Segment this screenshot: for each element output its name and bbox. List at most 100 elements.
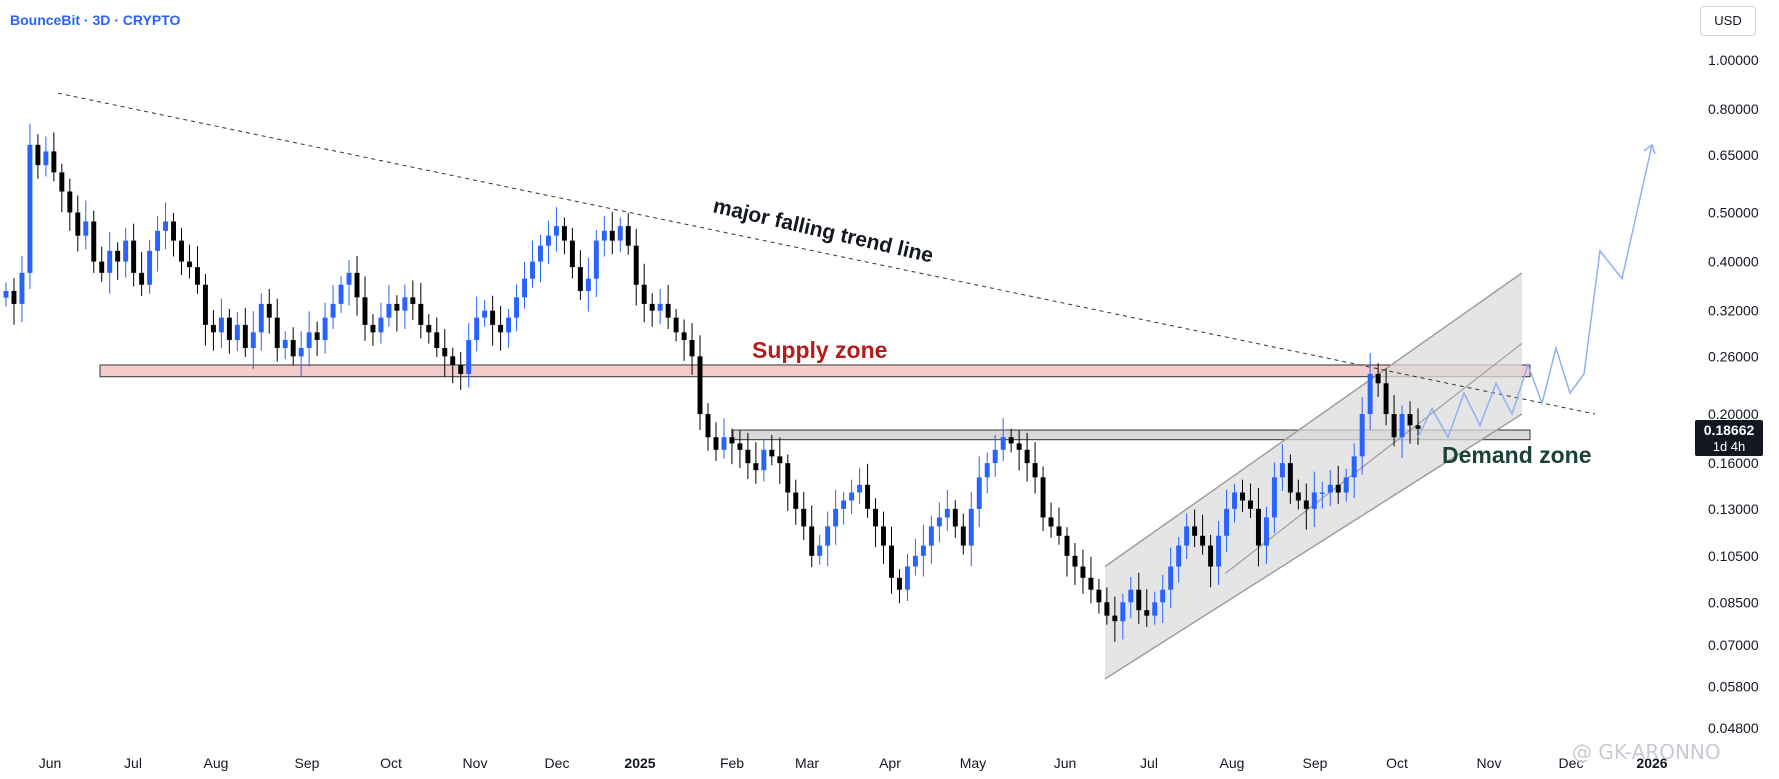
chart-title: BounceBit · 3D · CRYPTO <box>10 12 181 28</box>
candle-body <box>817 545 823 556</box>
candle-body <box>1295 492 1301 501</box>
candle-body <box>601 230 607 241</box>
candle-body <box>841 500 847 509</box>
candle-body <box>147 250 153 285</box>
candle-body <box>1311 492 1317 509</box>
candle-body <box>43 151 49 166</box>
candle-body <box>1255 508 1261 546</box>
candle-body <box>418 303 424 325</box>
candle-body <box>530 261 535 279</box>
candle-body <box>1024 449 1030 464</box>
candle-body <box>609 230 615 241</box>
y-tick-label: 0.08500 <box>1708 594 1759 610</box>
candle-body <box>1144 610 1150 616</box>
candle-body <box>290 340 296 357</box>
candle-body <box>123 240 129 262</box>
candle-body <box>737 443 743 450</box>
candle-body <box>1008 437 1014 444</box>
falling-trend-line <box>57 92 1596 415</box>
candle-body <box>753 463 759 471</box>
candle-body <box>99 261 105 273</box>
candle-body <box>649 303 655 311</box>
candle-body <box>210 324 216 333</box>
candle-body <box>968 508 974 546</box>
candle-body <box>849 492 855 501</box>
candle-body <box>538 245 543 262</box>
x-tick-label: Aug <box>204 755 229 771</box>
candle-body <box>745 449 751 464</box>
candle-body <box>482 310 488 318</box>
candle-body <box>721 437 727 450</box>
x-tick-label: Oct <box>1386 755 1408 771</box>
candle-body <box>410 297 416 304</box>
x-tick-label: May <box>960 755 986 771</box>
channel-lower-line <box>1104 413 1523 680</box>
candle-body <box>1120 602 1126 622</box>
candle-body <box>657 303 663 311</box>
candle-body <box>402 297 408 311</box>
x-tick-label: Jul <box>1140 755 1158 771</box>
candle-body <box>258 303 264 333</box>
candle-body <box>1263 517 1269 546</box>
candle-body <box>226 317 232 341</box>
x-tick-label: Dec <box>545 755 570 771</box>
demand-zone <box>732 429 1531 441</box>
candle-body <box>386 303 392 318</box>
x-tick-label: Apr <box>879 755 901 771</box>
candle-body <box>912 555 918 567</box>
candle-body <box>665 303 671 318</box>
candle-body <box>35 144 41 166</box>
candle-body <box>1391 414 1397 438</box>
candle-body <box>155 230 161 251</box>
projection-arrowhead <box>1643 143 1656 155</box>
candle-body <box>713 437 719 450</box>
candle-body <box>1168 566 1174 590</box>
candle-body <box>1016 443 1022 450</box>
candle-body <box>330 303 336 318</box>
candle-body <box>19 272 25 304</box>
candle-body <box>394 303 400 311</box>
candle-body <box>498 324 504 333</box>
candle-body <box>793 492 799 509</box>
candle-body <box>553 226 559 236</box>
candle-body <box>282 340 288 349</box>
y-tick-label: 0.04800 <box>1708 720 1759 736</box>
supply-zone <box>99 364 1531 378</box>
candle-body <box>242 324 248 349</box>
candle-body <box>809 526 815 556</box>
candle-body <box>1064 535 1070 556</box>
candle-body <box>1367 373 1373 415</box>
candle-body <box>625 226 631 246</box>
candle-body <box>506 317 512 333</box>
candle-body <box>1048 517 1054 527</box>
candle-body <box>681 332 687 341</box>
candle-body <box>1056 526 1062 536</box>
currency-button[interactable]: USD <box>1700 6 1756 36</box>
lines-layer <box>57 92 1656 440</box>
candle-body <box>218 317 224 333</box>
x-tick-label: Nov <box>463 755 488 771</box>
candle-body <box>1080 566 1086 578</box>
candle-body <box>673 317 679 333</box>
candle-body <box>777 456 783 464</box>
last-price-badge: 0.18662 1d 4h <box>1695 420 1763 456</box>
candle-body <box>1032 463 1038 478</box>
candle-body <box>1104 602 1110 616</box>
candle-body <box>1351 456 1357 478</box>
candle-body <box>306 332 312 349</box>
candle-body <box>27 144 33 273</box>
candle-body <box>1343 477 1349 493</box>
candle-body <box>1359 414 1365 457</box>
candle-body <box>67 191 73 213</box>
x-tick-label: Sep <box>1303 755 1328 771</box>
candle-body <box>490 310 496 325</box>
candle-body <box>131 240 137 273</box>
candle-body <box>1072 555 1078 567</box>
candle-body <box>1000 437 1006 450</box>
candle-body <box>171 221 176 241</box>
x-tick-label: Jul <box>124 755 142 771</box>
candle-body <box>761 449 767 471</box>
y-tick-label: 0.65000 <box>1708 147 1759 163</box>
candle-body <box>1415 425 1421 429</box>
